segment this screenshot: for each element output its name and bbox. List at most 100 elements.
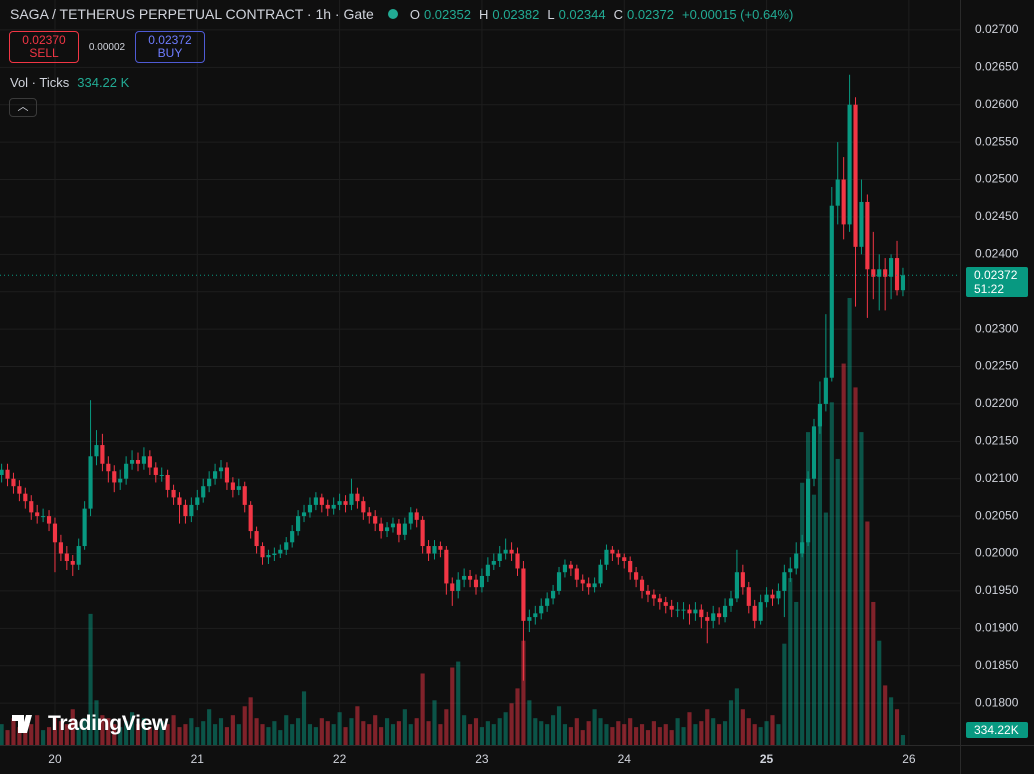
candle-body xyxy=(284,542,289,550)
volume-bar xyxy=(17,727,22,745)
candle-body xyxy=(355,493,360,502)
candle-body xyxy=(165,474,170,490)
volume-legend-value: 334.22 K xyxy=(77,75,130,90)
logo: TradingView xyxy=(12,712,168,736)
volume-bar xyxy=(805,432,811,745)
candle-body xyxy=(390,523,396,528)
candle-body xyxy=(835,179,840,206)
candle-body xyxy=(456,579,461,591)
candle-body xyxy=(373,516,378,524)
candle-body xyxy=(675,609,680,611)
ohlc-key: L xyxy=(547,6,555,22)
volume-bar xyxy=(76,727,81,745)
candle-body xyxy=(805,478,811,543)
volume-bar xyxy=(853,387,858,745)
candle-body xyxy=(337,501,342,505)
ohlc-value: 0.02372 xyxy=(626,6,674,22)
candle-body xyxy=(118,478,123,483)
candle-body xyxy=(94,445,99,457)
volume-bar xyxy=(746,718,751,745)
y-tick-label: 0.02250 xyxy=(975,359,1019,373)
volume-bar xyxy=(100,715,105,745)
volume-bar xyxy=(580,730,585,745)
candle-body xyxy=(266,555,271,558)
volume-bar xyxy=(129,712,135,745)
volume-bar xyxy=(254,718,259,745)
volume-bar xyxy=(622,724,627,745)
volume-bar xyxy=(829,402,834,745)
volume-bar xyxy=(290,724,295,745)
candle-body xyxy=(331,504,336,509)
candle-body xyxy=(361,501,366,513)
candle-body xyxy=(497,553,502,561)
candle-body xyxy=(183,504,188,517)
candle-body xyxy=(349,493,354,505)
candle-body xyxy=(408,512,413,524)
candle-body xyxy=(800,542,805,554)
volume-bar xyxy=(817,408,823,745)
candle-body xyxy=(574,568,579,580)
volume-bar xyxy=(877,640,882,745)
x-tick-label: 20 xyxy=(48,752,62,766)
volume-bar xyxy=(634,727,639,745)
volume-bar xyxy=(153,730,158,745)
candle-body xyxy=(788,568,793,573)
volume-bar xyxy=(171,715,176,745)
candle-body xyxy=(705,617,710,621)
volume-bar xyxy=(343,727,348,745)
volume-bar xyxy=(248,697,253,745)
candle-body xyxy=(539,605,544,614)
candle-body xyxy=(794,553,799,569)
candle-body xyxy=(319,497,324,505)
volume-bar xyxy=(628,718,633,745)
y-tick-label: 0.02050 xyxy=(975,508,1019,522)
candle-body xyxy=(764,594,769,603)
candle-body xyxy=(248,504,253,532)
candle-body xyxy=(426,546,431,554)
candle-body xyxy=(859,201,864,247)
candle-body xyxy=(450,583,455,591)
volume-bar xyxy=(883,685,888,745)
candle-body xyxy=(610,549,615,554)
candle-body xyxy=(11,478,16,487)
volume-bar xyxy=(651,721,656,745)
candle-body xyxy=(645,590,651,595)
volume-bar xyxy=(349,718,354,745)
buy-button[interactable]: 0.02372 BUY xyxy=(135,31,205,63)
candle-body xyxy=(147,456,152,468)
candle-body xyxy=(871,269,876,277)
candle-body xyxy=(604,549,609,565)
collapse-button[interactable]: ︿ xyxy=(9,98,37,117)
volume-bar xyxy=(373,715,378,745)
candle-body xyxy=(622,557,627,561)
volume-bar xyxy=(859,432,864,745)
candle-body xyxy=(153,467,158,475)
candle-body xyxy=(438,546,443,550)
candle-body xyxy=(367,512,372,517)
candle-body xyxy=(586,583,591,588)
candle-body xyxy=(23,493,28,502)
candle-body xyxy=(29,501,34,513)
volume-bar xyxy=(473,718,479,745)
candle-body xyxy=(213,471,218,479)
candle-body xyxy=(551,590,556,599)
candle-body xyxy=(82,508,87,547)
sell-button[interactable]: 0.02370 SELL xyxy=(9,31,79,63)
candle-body xyxy=(521,568,526,621)
volume-bar xyxy=(355,706,360,745)
spread: 0.00002 xyxy=(88,41,126,53)
candle-body xyxy=(46,516,52,524)
volume-bar xyxy=(711,718,716,745)
volume-bar xyxy=(379,727,384,745)
volume-bar xyxy=(722,721,728,745)
candle-body xyxy=(207,478,212,487)
candle-body xyxy=(129,460,135,464)
candles xyxy=(0,74,906,681)
volume-bar xyxy=(307,724,313,745)
logo-icon xyxy=(12,715,35,733)
candle-body xyxy=(171,489,176,498)
candle-body xyxy=(811,426,817,479)
volume-bar xyxy=(491,724,496,745)
volume-bar xyxy=(503,712,508,745)
